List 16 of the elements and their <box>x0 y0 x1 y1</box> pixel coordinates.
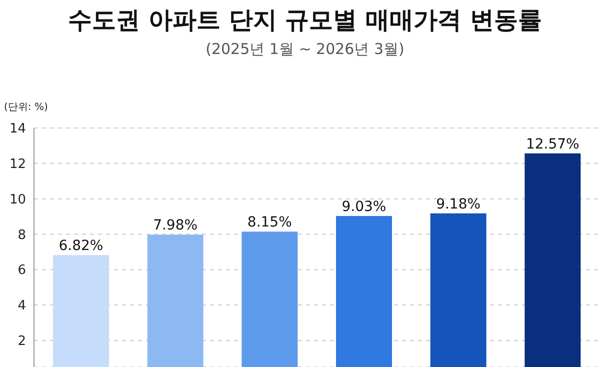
y-tick-label: 6 <box>18 263 26 278</box>
data-label: 9.18% <box>436 196 481 212</box>
chart-title: 수도권 아파트 단지 규모별 매매가격 변동률 <box>67 5 543 36</box>
data-label: 6.82% <box>58 238 104 254</box>
y-tick-label: 4 <box>18 298 26 314</box>
y-tick-label: 10 <box>9 192 26 208</box>
data-label: 12.57% <box>526 136 580 152</box>
y-tick-label: 2 <box>18 334 26 350</box>
y-tick-label: 12 <box>9 157 26 172</box>
y-tick-label: 14 <box>9 122 26 137</box>
data-label: 9.03% <box>342 198 386 215</box>
y-axis-title: (단위: %) <box>4 101 48 114</box>
y-tick-label: 8 <box>18 228 26 243</box>
chart-subtitle: (2025년 1월 ~ 2026년 3월) <box>204 40 406 59</box>
data-label: 8.15% <box>247 214 292 231</box>
data-label: 7.98% <box>153 218 198 234</box>
